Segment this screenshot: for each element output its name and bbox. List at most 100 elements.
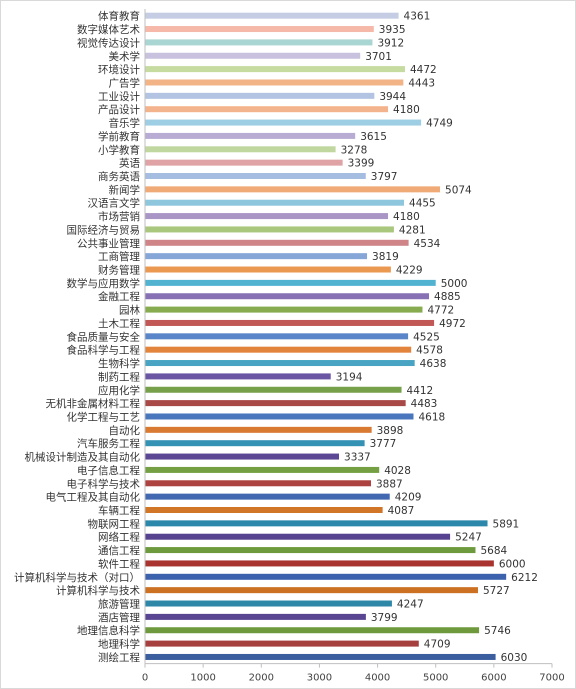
x-axis-ticks: 0 1000 2000 3000 4000 5000 6000 7000: [142, 663, 565, 684]
bar: [145, 547, 476, 554]
data-label: 3777: [370, 438, 397, 450]
category-label: 化学工程与工艺: [67, 410, 141, 423]
x-tick-label: 1000: [190, 673, 215, 684]
data-label: 4281: [399, 224, 426, 236]
x-tick-label: 4000: [365, 673, 390, 684]
data-label: 4772: [427, 305, 454, 317]
data-label: 4247: [397, 599, 424, 611]
data-label: 5000: [441, 278, 468, 290]
category-label: 工商管理: [98, 250, 140, 263]
bar: [145, 533, 451, 540]
data-label: 5746: [484, 625, 511, 637]
category-label: 商务英语: [98, 170, 140, 183]
x-tick-label: 2000: [249, 673, 274, 684]
bar: [145, 306, 423, 313]
category-label: 制药工程: [98, 370, 140, 383]
bar: [145, 520, 488, 527]
bar: [145, 173, 366, 179]
category-label: 工业设计: [98, 90, 140, 103]
category-label: 通信工程: [98, 545, 140, 557]
category-label: 公共事业管理: [77, 237, 140, 250]
category-label: 地理信息科学: [77, 624, 140, 637]
data-label: 4525: [413, 331, 440, 343]
category-label: 环境设计: [98, 63, 140, 76]
category-label: 学前教育: [98, 130, 140, 143]
category-label: 美术学: [109, 50, 141, 63]
bar: [145, 132, 356, 139]
category-label: 小学教育: [98, 143, 140, 156]
bar: [145, 493, 390, 500]
data-label: 4443: [408, 77, 435, 89]
category-label: 金融工程: [98, 290, 140, 303]
bar: [145, 426, 372, 433]
bar: [145, 373, 331, 380]
data-label: 3797: [371, 171, 398, 183]
data-label: 4028: [384, 465, 411, 477]
bar: [145, 507, 383, 513]
category-label: 车辆工程: [98, 504, 140, 517]
category-label: 视觉传达设计: [77, 36, 140, 49]
category-label: 汉语言文学: [88, 197, 141, 210]
category-label: 英语: [119, 157, 140, 170]
data-label: 4534: [414, 238, 441, 250]
data-label: 3701: [365, 51, 392, 63]
data-label: 5891: [493, 518, 520, 530]
bar: [145, 293, 430, 300]
data-label: 3912: [377, 37, 404, 49]
bar: [145, 79, 404, 86]
data-label: 4361: [404, 11, 431, 23]
category-label: 食品质量与安全: [67, 330, 141, 343]
category-label: 测绘工程: [98, 651, 140, 664]
category-label: 体育教育: [98, 10, 140, 23]
data-label: 4472: [410, 64, 437, 76]
bar: [145, 480, 371, 487]
bar: [145, 239, 409, 246]
bar: [145, 119, 422, 126]
bar: [145, 573, 507, 580]
bar: [145, 587, 478, 594]
category-label: 新闻学: [109, 183, 141, 196]
category-label: 计算机科学与技术（对口）: [14, 571, 140, 584]
bar: [145, 253, 368, 260]
category-label: 机械设计制造及其自动化: [25, 451, 141, 464]
category-label: 自动化: [109, 424, 141, 437]
category-label: 音乐学: [109, 117, 141, 130]
bar: [145, 346, 412, 353]
data-label: 3819: [372, 251, 399, 263]
data-label: 4618: [419, 411, 446, 423]
data-label: 3615: [360, 131, 387, 143]
data-label: 6000: [499, 558, 526, 570]
bar: [145, 413, 414, 420]
bar: [145, 386, 402, 393]
bar: [145, 360, 415, 367]
category-label: 旅游管理: [98, 598, 140, 611]
category-label: 广告学: [109, 76, 141, 89]
bar: [145, 333, 409, 340]
bar: [145, 266, 391, 273]
data-label: 3194: [336, 371, 363, 383]
data-label: 4455: [409, 198, 436, 210]
x-tick-label: 7000: [539, 673, 564, 684]
data-label: 4229: [396, 265, 423, 277]
category-label: 生物科学: [98, 357, 140, 370]
bar: [145, 653, 496, 660]
category-label: 土木工程: [98, 317, 140, 330]
category-label: 电气工程及其自动化: [46, 491, 141, 504]
bar: [145, 466, 380, 473]
data-label: 4483: [411, 398, 438, 410]
category-label: 计算机科学与技术: [56, 584, 140, 597]
data-label: 4749: [426, 118, 453, 130]
category-label: 财务管理: [98, 264, 140, 277]
bar: [145, 213, 389, 220]
data-label: 4209: [395, 492, 422, 504]
data-label: 4412: [407, 385, 434, 397]
data-label: 3799: [371, 612, 398, 624]
category-label: 国际经济与贸易: [67, 223, 141, 236]
data-label: 3898: [377, 425, 404, 437]
category-label: 物联网工程: [88, 517, 141, 530]
category-label: 酒店管理: [98, 611, 140, 624]
x-tick-label: 6000: [481, 673, 506, 684]
bar: [145, 146, 336, 153]
bar: [145, 52, 361, 59]
bar: [145, 39, 373, 46]
